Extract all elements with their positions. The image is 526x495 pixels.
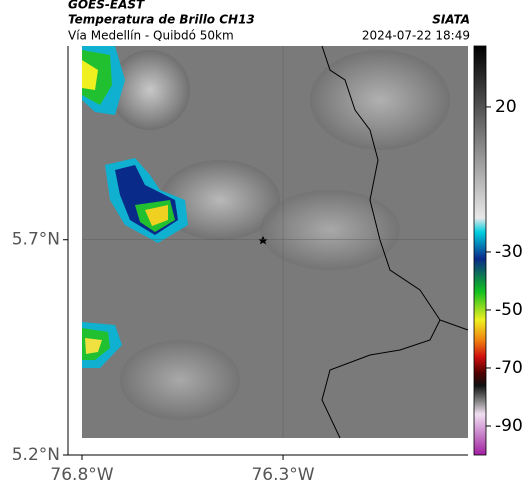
- lon-tick-label: 76.3°W: [251, 465, 314, 485]
- timestamp: 2024-07-22 18:49: [362, 29, 470, 43]
- lat-tick-label: 5.2°N: [12, 445, 60, 465]
- colorbar: [473, 45, 487, 456]
- colorbar-tick-label: -90: [495, 416, 523, 436]
- axes: [67, 46, 468, 456]
- colorbar-tick-label: -70: [495, 358, 523, 378]
- subtitle: Temperatura de Brillo CH13: [68, 13, 255, 27]
- lat-tick-label: 5.7°N: [12, 230, 60, 250]
- lon-tick-label: 76.8°W: [50, 465, 113, 485]
- title: GOES-EAST: [68, 0, 145, 12]
- region: Vía Medellín - Quibdó 50km: [68, 29, 234, 43]
- colorbar-tick-label: -30: [495, 242, 523, 262]
- colorbar-tick-label: 20: [495, 97, 517, 117]
- source: SIATA: [432, 13, 470, 27]
- colorbar-tick-label: -50: [495, 300, 523, 320]
- map-image: [82, 45, 469, 439]
